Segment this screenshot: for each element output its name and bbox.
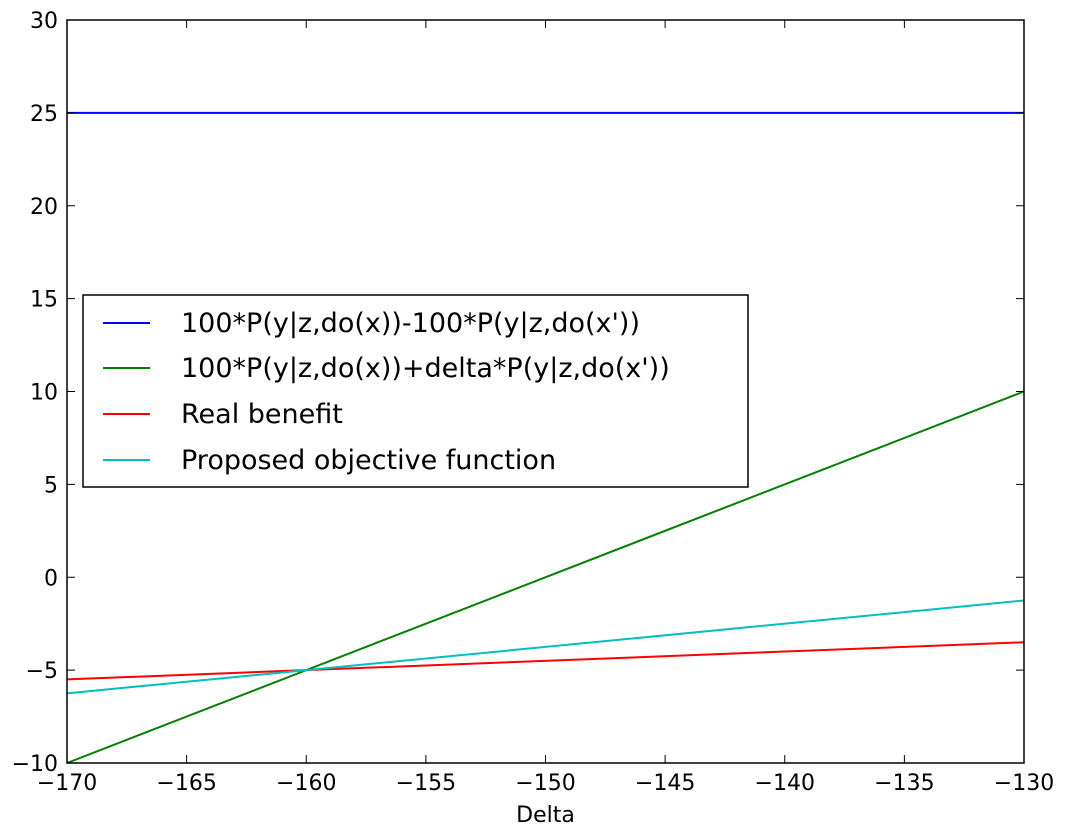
- y-tick-label: 30: [30, 9, 58, 34]
- x-tick-label: −135: [874, 771, 934, 796]
- legend-label: Proposed objective function: [181, 445, 556, 476]
- y-tick-label: 5: [44, 473, 58, 498]
- x-tick-label: −145: [635, 771, 695, 796]
- x-axis-label: Delta: [516, 803, 575, 828]
- legend-label: Real benefit: [181, 399, 343, 430]
- legend: 100*P(y|z,do(x))-100*P(y|z,do(x')) 100*P(…: [82, 294, 749, 488]
- plot-lines: [66, 111, 1025, 764]
- x-tick-label: −140: [755, 771, 815, 796]
- x-tick-label: −160: [276, 771, 336, 796]
- y-tick-label: 25: [30, 102, 58, 127]
- x-tick-label: −150: [515, 771, 575, 796]
- y-tick-label: 20: [30, 195, 58, 220]
- y-tick-label: 0: [44, 566, 58, 591]
- y-tick-label: −5: [26, 659, 58, 684]
- x-tick-label: −130: [994, 771, 1054, 796]
- x-tick-label: −165: [156, 771, 216, 796]
- series-line-3: [66, 599, 1025, 695]
- x-tick-label: −170: [37, 771, 97, 796]
- series-line-1: [66, 390, 1025, 764]
- legend-box: [82, 294, 749, 488]
- y-tick-label: 15: [30, 288, 58, 313]
- y-tick-label: −10: [12, 752, 58, 777]
- x-tick-label: −155: [396, 771, 456, 796]
- legend-label: 100*P(y|z,do(x))-100*P(y|z,do(x')): [181, 308, 640, 339]
- y-tick-label: 10: [30, 381, 58, 406]
- legend-label: 100*P(y|z,do(x))+delta*P(y|z,do(x')): [181, 353, 670, 384]
- series-line-2: [66, 641, 1025, 681]
- axis-ticks: −170 −165 −160 −155 −150 −145 −140 −135 −130 −10 −…: [12, 9, 1055, 796]
